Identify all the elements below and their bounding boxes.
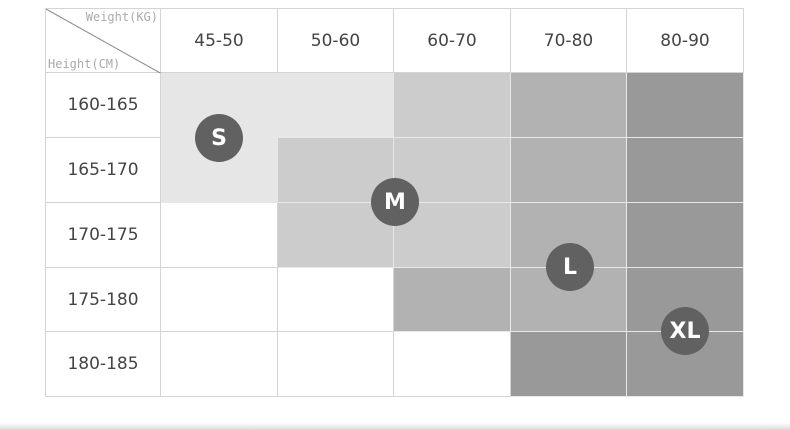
size-badge-m: M (371, 178, 419, 226)
size-cell (278, 332, 394, 397)
size-cell (161, 203, 278, 268)
weight-axis-label: Weight(KG) (85, 10, 158, 24)
size-cell (394, 332, 511, 397)
bottom-shadow (0, 423, 790, 430)
size-cell (161, 332, 278, 397)
diagonal-line (46, 9, 162, 74)
size-cell (627, 73, 744, 138)
size-cell (627, 203, 744, 268)
weight-header: 80-90 (627, 8, 744, 73)
height-header: 170-175 (45, 203, 161, 268)
height-axis-label: Height(CM) (48, 57, 121, 71)
size-cell (394, 73, 511, 138)
size-cell (278, 73, 394, 138)
height-header: 160-165 (45, 73, 161, 138)
size-badge-l: L (546, 243, 594, 291)
size-cell (161, 268, 278, 332)
height-header: 165-170 (45, 138, 161, 203)
size-badge-xl: XL (661, 307, 709, 355)
weight-header: 70-80 (511, 8, 627, 73)
size-cell (627, 138, 744, 203)
size-cell (511, 138, 627, 203)
size-cell (278, 268, 394, 332)
weight-header: 45-50 (161, 8, 278, 73)
size-cell (394, 268, 511, 332)
corner-header: Weight(KG) Height(CM) (45, 8, 162, 74)
size-cell (511, 73, 627, 138)
height-header: 180-185 (45, 332, 161, 397)
height-header: 175-180 (45, 268, 161, 332)
weight-header: 60-70 (394, 8, 511, 73)
size-chart: Weight(KG) Height(CM) 45-50 50-60 60-70 70-… (45, 8, 744, 397)
weight-header: 50-60 (278, 8, 394, 73)
size-cell (511, 332, 627, 397)
size-cell (511, 268, 627, 332)
size-badge-s: S (195, 114, 243, 162)
